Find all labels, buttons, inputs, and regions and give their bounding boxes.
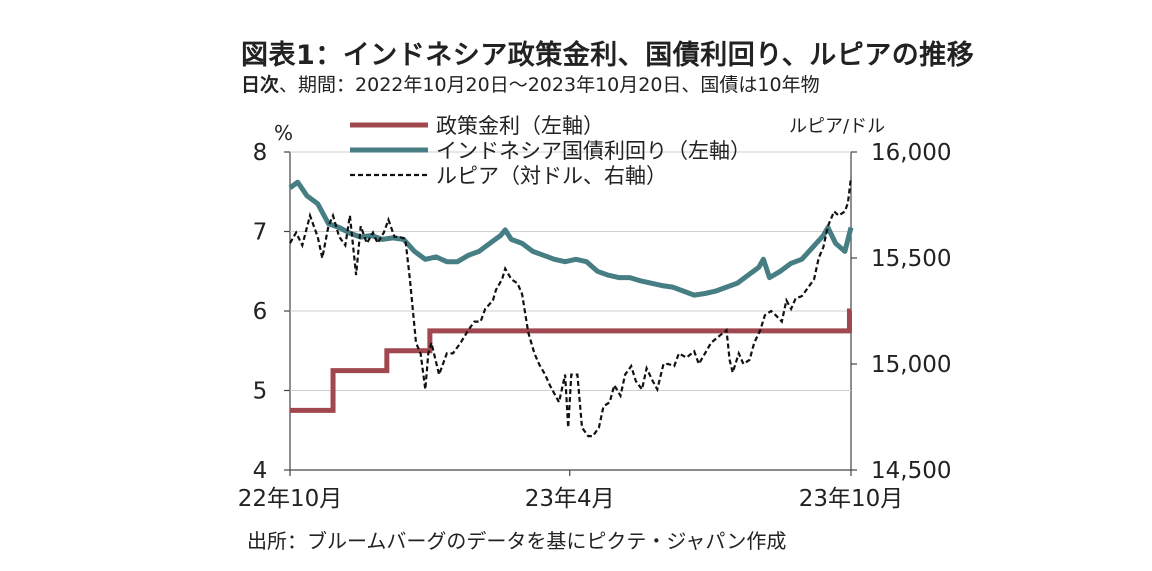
left-tick-label: 6 (253, 299, 268, 325)
left-tick-label: 5 (253, 379, 268, 405)
series-layer (288, 177, 854, 438)
right-tick-label: 16,000 (871, 140, 951, 166)
legend: 政策金利（左軸）インドネシア国債利回り（左軸）ルピア（対ドル、右軸） (350, 114, 751, 188)
policy-rate-line (290, 308, 852, 413)
x-axis: 22年10月 23年4月 23年10月 (238, 470, 904, 512)
x-tick-label: 23年4月 (525, 486, 615, 512)
legend-label: 政策金利（左軸） (436, 114, 604, 138)
right-tick-label: 15,000 (871, 352, 951, 378)
left-tick-label: 4 (253, 458, 268, 484)
left-tick-label: 7 (253, 220, 268, 246)
x-tick-label: 22年10月 (238, 486, 343, 512)
chart-title: 図表1：インドネシア政策金利、国債利回り、ルピアの推移 (241, 40, 975, 71)
x-tick-label: 23年10月 (799, 486, 904, 512)
subtitle-rest: 、期間：2022年10月20日～2023年10月20日、国債は10年物 (279, 74, 820, 96)
source-note: 出所：ブルームバーグのデータを基にピクテ・ジャパン作成 (247, 529, 787, 553)
chart-subtitle: 日次、期間：2022年10月20日～2023年10月20日、国債は10年物 (241, 70, 820, 97)
right-tick-label: 15,500 (871, 246, 951, 272)
right-axis: 14,500 15,000 15,500 16,000 (851, 140, 951, 484)
bond-yield-line (288, 179, 854, 298)
subtitle-lead: 日次 (241, 74, 280, 96)
rupiah-line (289, 177, 853, 438)
left-axis-unit: % (274, 121, 293, 145)
left-axis: 4 5 6 7 8 (253, 140, 290, 484)
right-axis-unit: ルピア/ドル (789, 116, 885, 137)
left-tick-label: 8 (253, 140, 268, 166)
right-tick-label: 14,500 (871, 458, 951, 484)
legend-label: インドネシア国債利回り（左軸） (436, 139, 751, 163)
legend-label: ルピア（対ドル、右軸） (436, 164, 667, 188)
